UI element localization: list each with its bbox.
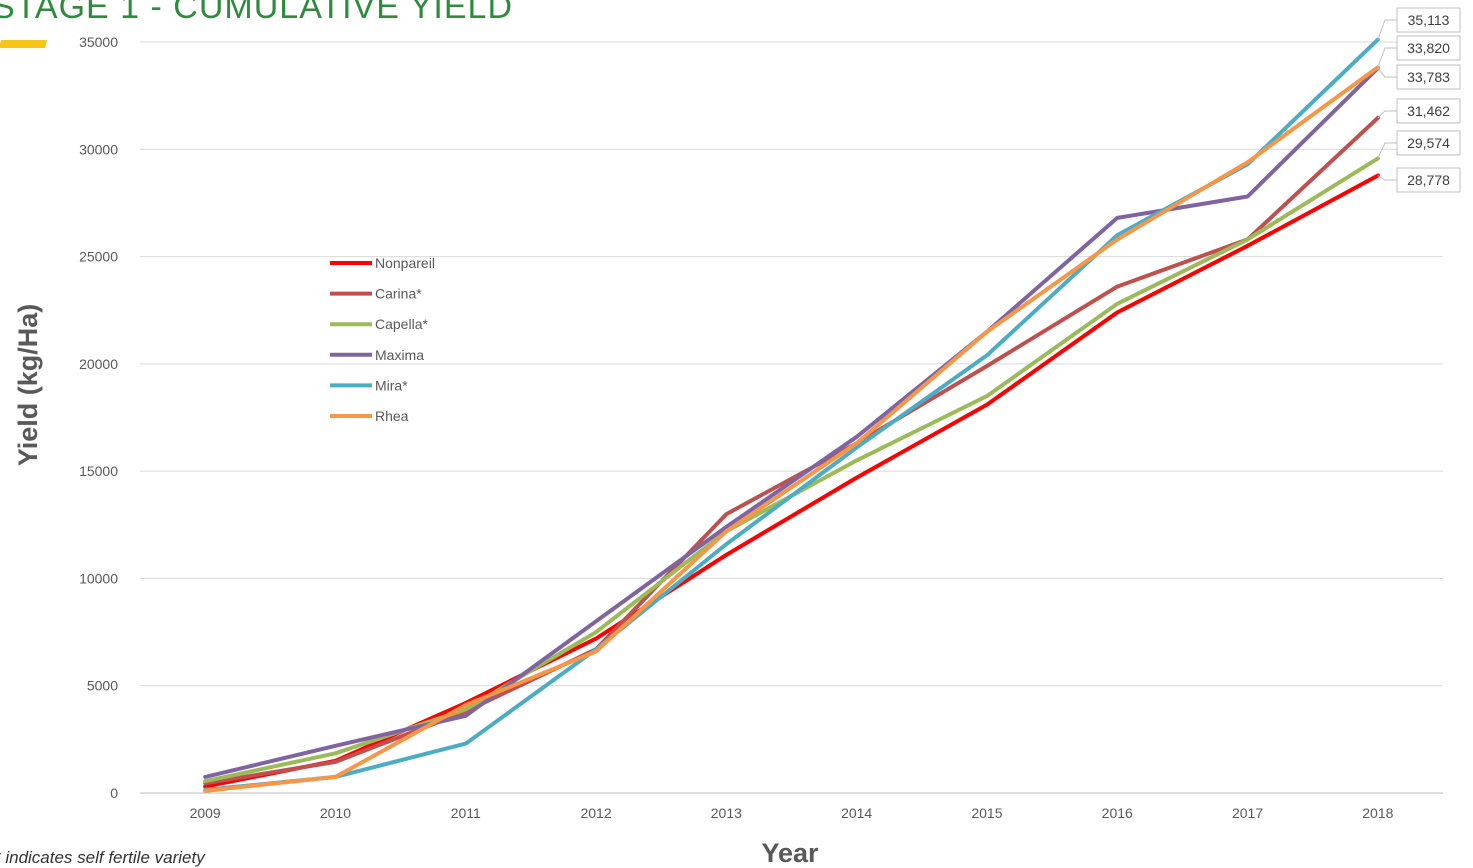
y-tick-label: 25000: [79, 249, 118, 265]
x-tick-label: 2018: [1362, 805, 1393, 821]
series-lines: [203, 37, 1380, 793]
end-value-label: 35,113: [1408, 12, 1450, 28]
legend-entry: Capella*: [375, 316, 428, 332]
x-tick-label: 2010: [320, 805, 351, 821]
callout-box: [1396, 64, 1461, 90]
callout-box: [1396, 7, 1461, 33]
y-tick-label: 35000: [79, 34, 118, 50]
callout-leader-line: [1377, 142, 1397, 159]
x-axis-tick-labels: 2009 2010 2011 2012 2013 2014 2015 2016 2017 2018: [190, 805, 1394, 821]
legend-entry: Rhea: [375, 408, 409, 424]
x-tick-label: 2011: [451, 805, 481, 821]
y-axis-title: Yield (kg/Ha): [13, 304, 43, 467]
callout-leader-line: [1377, 175, 1397, 181]
callout-leader-line: [1377, 19, 1397, 40]
x-tick-label: 2012: [580, 805, 611, 821]
end-value-label: 33,820: [1407, 40, 1450, 56]
end-value-label: 29,574: [1407, 135, 1450, 151]
x-tick-label: 2013: [711, 805, 742, 821]
legend-entry: Mira*: [375, 377, 408, 393]
x-axis-title: Year: [761, 838, 819, 866]
end-value-labels: 35,113 33,820 33,783 31,462 29,574 28,778: [1377, 7, 1461, 193]
y-tick-label: 20000: [79, 356, 118, 372]
callout-leader-line: [1377, 110, 1397, 119]
legend-entry: Maxima: [375, 347, 424, 363]
footnote: * indicates self fertile variety: [0, 848, 205, 867]
x-tick-label: 2017: [1232, 805, 1263, 821]
x-tick-label: 2009: [190, 805, 221, 821]
y-tick-label: 0: [110, 785, 118, 801]
legend: Nonpareil Carina* Capella* Maxima Mira* Rhea: [330, 255, 435, 424]
series-line: [203, 65, 1380, 793]
y-axis-tick-labels: 0 5000 10000 15000 20000 25000 30000 35000: [79, 34, 118, 801]
y-tick-label: 30000: [79, 141, 118, 157]
callout-box: [1396, 35, 1461, 61]
end-value-label: 31,462: [1407, 103, 1450, 119]
legend-entry: Carina*: [375, 286, 422, 302]
x-tick-label: 2015: [971, 805, 1002, 821]
y-tick-label: 5000: [87, 678, 118, 694]
y-tick-label: 10000: [79, 570, 118, 586]
end-value-label: 28,778: [1407, 172, 1450, 188]
y-tick-label: 15000: [79, 463, 118, 479]
callout-box: [1396, 167, 1461, 193]
page-title: STAGE 1 - CUMULATIVE YIELD: [0, 0, 514, 26]
gridlines: [140, 41, 1443, 794]
x-tick-label: 2014: [841, 805, 872, 821]
callout-leader-line: [1377, 47, 1397, 68]
series-line: [203, 66, 1380, 779]
series-line: [203, 156, 1380, 784]
end-value-label: 33,783: [1407, 69, 1450, 85]
callout-leader-line: [1377, 67, 1397, 78]
callout-box: [1396, 130, 1461, 156]
series-line: [203, 115, 1380, 786]
x-tick-label: 2016: [1102, 805, 1133, 821]
legend-entry: Nonpareil: [375, 255, 435, 271]
callout-box: [1396, 98, 1461, 124]
